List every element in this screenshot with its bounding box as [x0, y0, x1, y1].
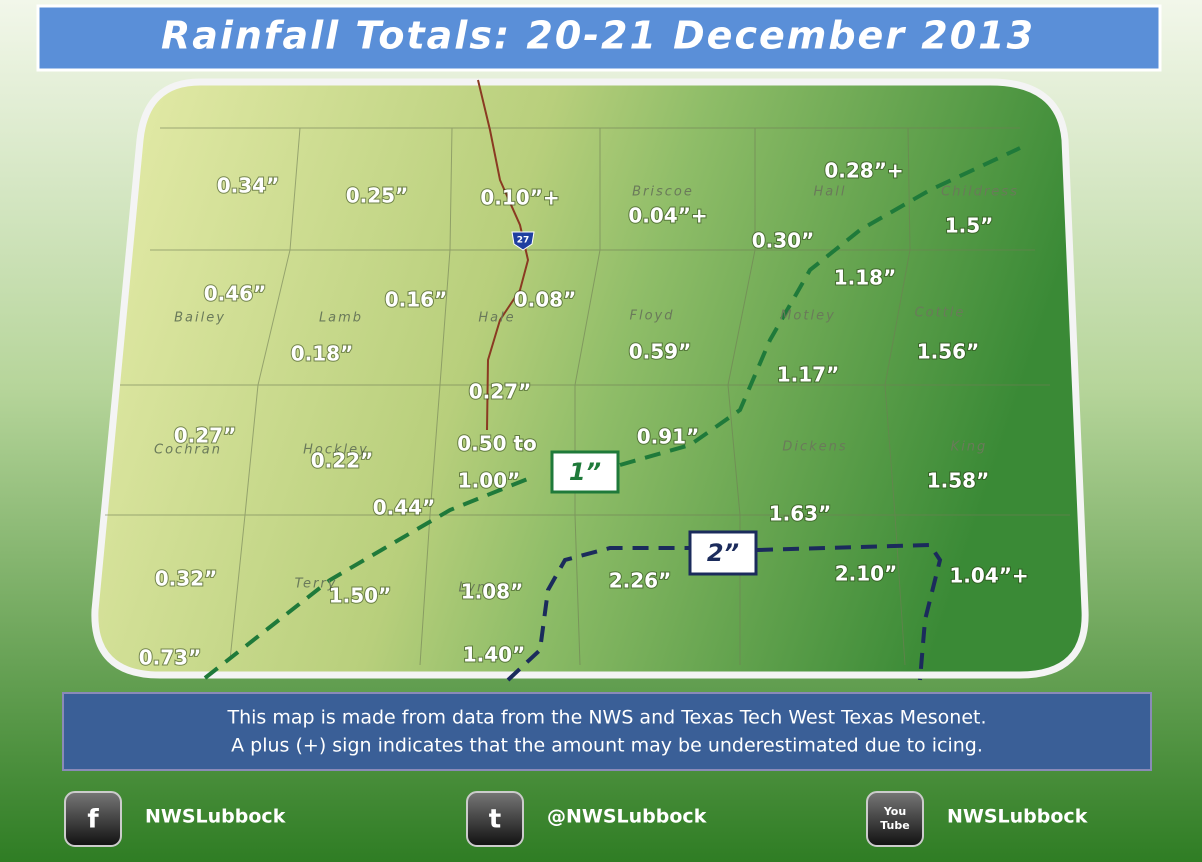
rainfall-amount: 0.91” [637, 425, 700, 449]
rainfall-amount: 0.59” [629, 340, 692, 364]
county-name: Hale [478, 311, 515, 326]
rainfall-amount: 0.18” [291, 342, 354, 366]
county-name: Bailey [174, 311, 226, 326]
icon-text: Tube [880, 819, 909, 832]
rainfall-amount: 1.08” [461, 580, 524, 604]
contour-label-box [550, 450, 620, 494]
rainfall-amount: 0.25” [346, 184, 409, 208]
county-name: Lynn [459, 581, 498, 596]
county-name: Dickens [782, 440, 847, 455]
footer-line: A plus (+) sign indicates that the amoun… [231, 735, 983, 757]
highway [477, 79, 530, 431]
social-handle: NWSLubbock [145, 806, 286, 828]
rainfall-amount: 1.40” [463, 643, 526, 667]
county-name: Motley [780, 309, 836, 324]
title-bar [36, 4, 1162, 72]
map [91, 78, 1089, 679]
county-name: King [951, 440, 988, 455]
contour-label-box [688, 530, 758, 576]
rainfall-amount: 1.5” [945, 214, 994, 238]
rainfall-amount: 1.00” [458, 469, 521, 493]
county-name: Briscoe [632, 185, 694, 200]
contour-label: 2” [707, 539, 739, 567]
rainfall-amount: 0.27” [469, 380, 532, 404]
highway-number: 27 [517, 236, 530, 246]
icon-text: t [489, 805, 501, 835]
county-name: Hall [814, 185, 847, 200]
rainfall-amount: 0.08” [514, 288, 577, 312]
contour-label: 1” [569, 458, 601, 486]
rainfall-amount: 0.46” [204, 282, 267, 306]
rainfall-amount: 0.44” [373, 496, 436, 520]
contour-1 [203, 146, 1021, 680]
county-name: Lamb [319, 311, 363, 326]
county-name: Floyd [630, 309, 675, 324]
rainfall-amount: 0.04”+ [628, 204, 707, 228]
icon-text: f [87, 805, 99, 835]
rainfall-amount: 2.26” [609, 569, 672, 593]
social-icon [866, 791, 924, 847]
rainfall-amount: 1.58” [927, 469, 990, 493]
rainfall-amount: 0.34” [217, 174, 280, 198]
contour-2 [506, 542, 943, 682]
labels: Briscoe Hall Childress Bailey Lamb Hale Floyd M… [138, 158, 1030, 671]
title: Rainfall Totals: 20-21 December 2013 [161, 14, 1035, 58]
county-name: Terry [295, 577, 338, 592]
rainfall-amount: 1.56” [917, 340, 980, 364]
rainfall-amount: 1.50” [329, 584, 392, 608]
county-name: Cottle [915, 306, 966, 321]
rainfall-amount: 0.22” [311, 449, 374, 473]
rainfall-amount: 1.04”+ [949, 564, 1028, 588]
footer-line: This map is made from data from the NWS … [226, 707, 986, 729]
social-icon [64, 791, 122, 847]
rainfall-amount: 1.18” [834, 266, 897, 290]
county-name: Childress [941, 185, 1019, 200]
rainfall-amount: 2.10” [835, 562, 898, 586]
county-name: Hockley [303, 443, 369, 458]
rainfall-amount: 1.17” [777, 363, 840, 387]
rainfall-amount: 0.27” [174, 424, 237, 448]
rainfall-amount: 0.28”+ [824, 159, 903, 183]
social-handle: @NWSLubbock [547, 806, 707, 828]
county-lines [105, 127, 1070, 666]
rainfall-amount: 0.50 to [457, 432, 537, 456]
rainfall-amount: 0.10”+ [480, 186, 559, 210]
rainfall-amount: 0.32” [155, 567, 218, 591]
footer [62, 692, 1152, 771]
social-icon [466, 791, 524, 847]
rainfall-amount: 0.30” [752, 229, 815, 253]
icon-text: You [883, 805, 906, 818]
county-name: Cochran [154, 443, 222, 458]
social-handle: NWSLubbock [947, 806, 1088, 828]
rainfall-amount: 0.73” [139, 646, 202, 670]
highway-shield [511, 231, 535, 251]
rainfall-amount: 1.63” [769, 502, 832, 526]
rainfall-amount: 0.16” [385, 288, 448, 312]
